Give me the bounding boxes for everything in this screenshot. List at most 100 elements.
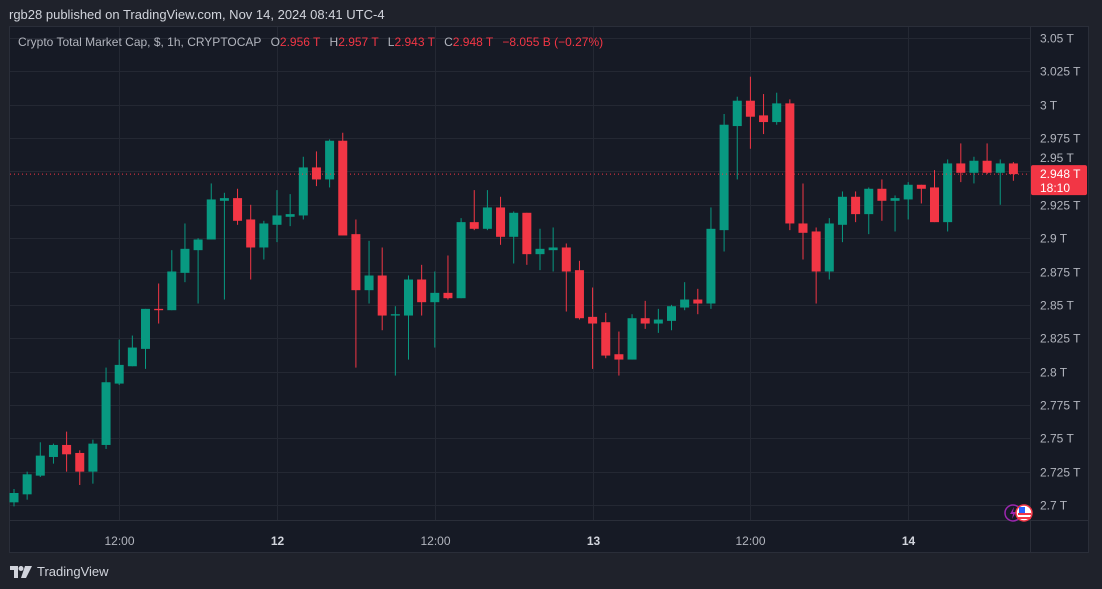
candle[interactable] [101, 367, 111, 449]
candle[interactable] [246, 204, 256, 280]
candle[interactable] [219, 192, 229, 300]
y-tick-label: 2.85 T [1040, 299, 1074, 313]
candle[interactable] [482, 190, 492, 231]
candle[interactable] [430, 271, 440, 348]
us-flag-icon[interactable] [1015, 504, 1033, 522]
candle[interactable] [693, 288, 703, 315]
candle-body [943, 163, 953, 223]
candle[interactable] [456, 218, 466, 299]
candle-body [903, 184, 913, 200]
candle[interactable] [930, 170, 939, 223]
candle[interactable] [745, 76, 755, 149]
candle[interactable] [667, 304, 676, 331]
candle[interactable] [588, 287, 598, 369]
candle[interactable] [706, 207, 716, 309]
candle-body [667, 306, 676, 321]
candle[interactable] [509, 211, 519, 264]
candle[interactable] [469, 190, 479, 231]
candle[interactable] [719, 114, 729, 252]
candle[interactable] [877, 179, 887, 221]
candle[interactable] [233, 188, 243, 225]
candle[interactable] [127, 335, 137, 367]
candle[interactable] [732, 96, 742, 180]
candle[interactable] [653, 308, 663, 333]
candle[interactable] [837, 191, 847, 243]
candle[interactable] [680, 282, 690, 311]
candle[interactable] [390, 306, 400, 376]
candle[interactable] [785, 99, 795, 231]
candle[interactable] [364, 240, 374, 304]
candle[interactable] [548, 227, 558, 272]
candle[interactable] [22, 471, 32, 500]
candle-body [785, 103, 795, 224]
y-tick-label: 2.775 T [1040, 399, 1081, 413]
candle[interactable] [496, 196, 506, 245]
candle[interactable] [1008, 162, 1018, 181]
candle[interactable] [114, 339, 124, 385]
candle[interactable] [811, 227, 821, 304]
candle[interactable] [154, 283, 164, 324]
candle[interactable] [759, 94, 769, 135]
candle-body [364, 275, 374, 291]
candle-body [693, 299, 703, 304]
candle[interactable] [443, 255, 453, 300]
x-tick-label: 12:00 [735, 534, 765, 548]
candle[interactable] [824, 218, 834, 280]
candle[interactable] [377, 247, 387, 331]
candle-body [167, 271, 177, 311]
candle[interactable] [75, 450, 85, 485]
candle[interactable] [943, 159, 953, 232]
candle[interactable] [272, 190, 282, 243]
change-value: −8.055 B (−0.27%) [502, 35, 604, 49]
candle-body [627, 318, 637, 360]
tradingview-footer[interactable]: TradingView [10, 564, 109, 579]
candle[interactable] [614, 331, 624, 376]
candle[interactable] [141, 308, 150, 369]
candle[interactable] [903, 182, 913, 220]
event-badges[interactable] [1003, 503, 1033, 523]
candle[interactable] [311, 151, 321, 187]
candle[interactable] [35, 442, 45, 477]
candle[interactable] [88, 439, 98, 484]
candle[interactable] [298, 156, 308, 220]
candle[interactable] [193, 238, 203, 304]
candle[interactable] [601, 312, 611, 359]
candle[interactable] [535, 228, 545, 271]
candle-body [206, 199, 216, 240]
candle-body [653, 319, 663, 324]
candle[interactable] [206, 183, 216, 240]
candle[interactable] [890, 195, 900, 232]
candle[interactable] [404, 275, 413, 360]
candle[interactable] [995, 159, 1005, 205]
candle[interactable] [325, 139, 335, 188]
candle[interactable] [522, 212, 532, 265]
candle[interactable] [167, 250, 177, 311]
low-value: 2.943 T [394, 35, 435, 49]
high-label: H [329, 35, 339, 49]
candle[interactable] [640, 300, 650, 329]
candle[interactable] [9, 488, 19, 507]
candle[interactable] [48, 443, 58, 464]
candle[interactable] [851, 191, 861, 223]
candle-body [285, 214, 295, 217]
candle-body [732, 100, 742, 127]
candle[interactable] [561, 243, 571, 312]
candle[interactable] [916, 184, 926, 204]
candle[interactable] [574, 260, 584, 320]
candle[interactable] [285, 194, 295, 227]
candle[interactable] [864, 187, 874, 235]
candle[interactable] [982, 143, 992, 175]
candle[interactable] [772, 92, 782, 125]
candle-body [443, 292, 453, 299]
candle[interactable] [62, 431, 72, 472]
candle[interactable] [956, 143, 966, 183]
candle[interactable] [338, 132, 348, 236]
candle[interactable] [351, 219, 361, 368]
candle[interactable] [180, 223, 190, 283]
candle[interactable] [969, 156, 979, 184]
candle[interactable] [417, 264, 427, 316]
candle[interactable] [627, 314, 637, 360]
candle[interactable] [798, 183, 808, 260]
candle[interactable] [259, 220, 269, 260]
